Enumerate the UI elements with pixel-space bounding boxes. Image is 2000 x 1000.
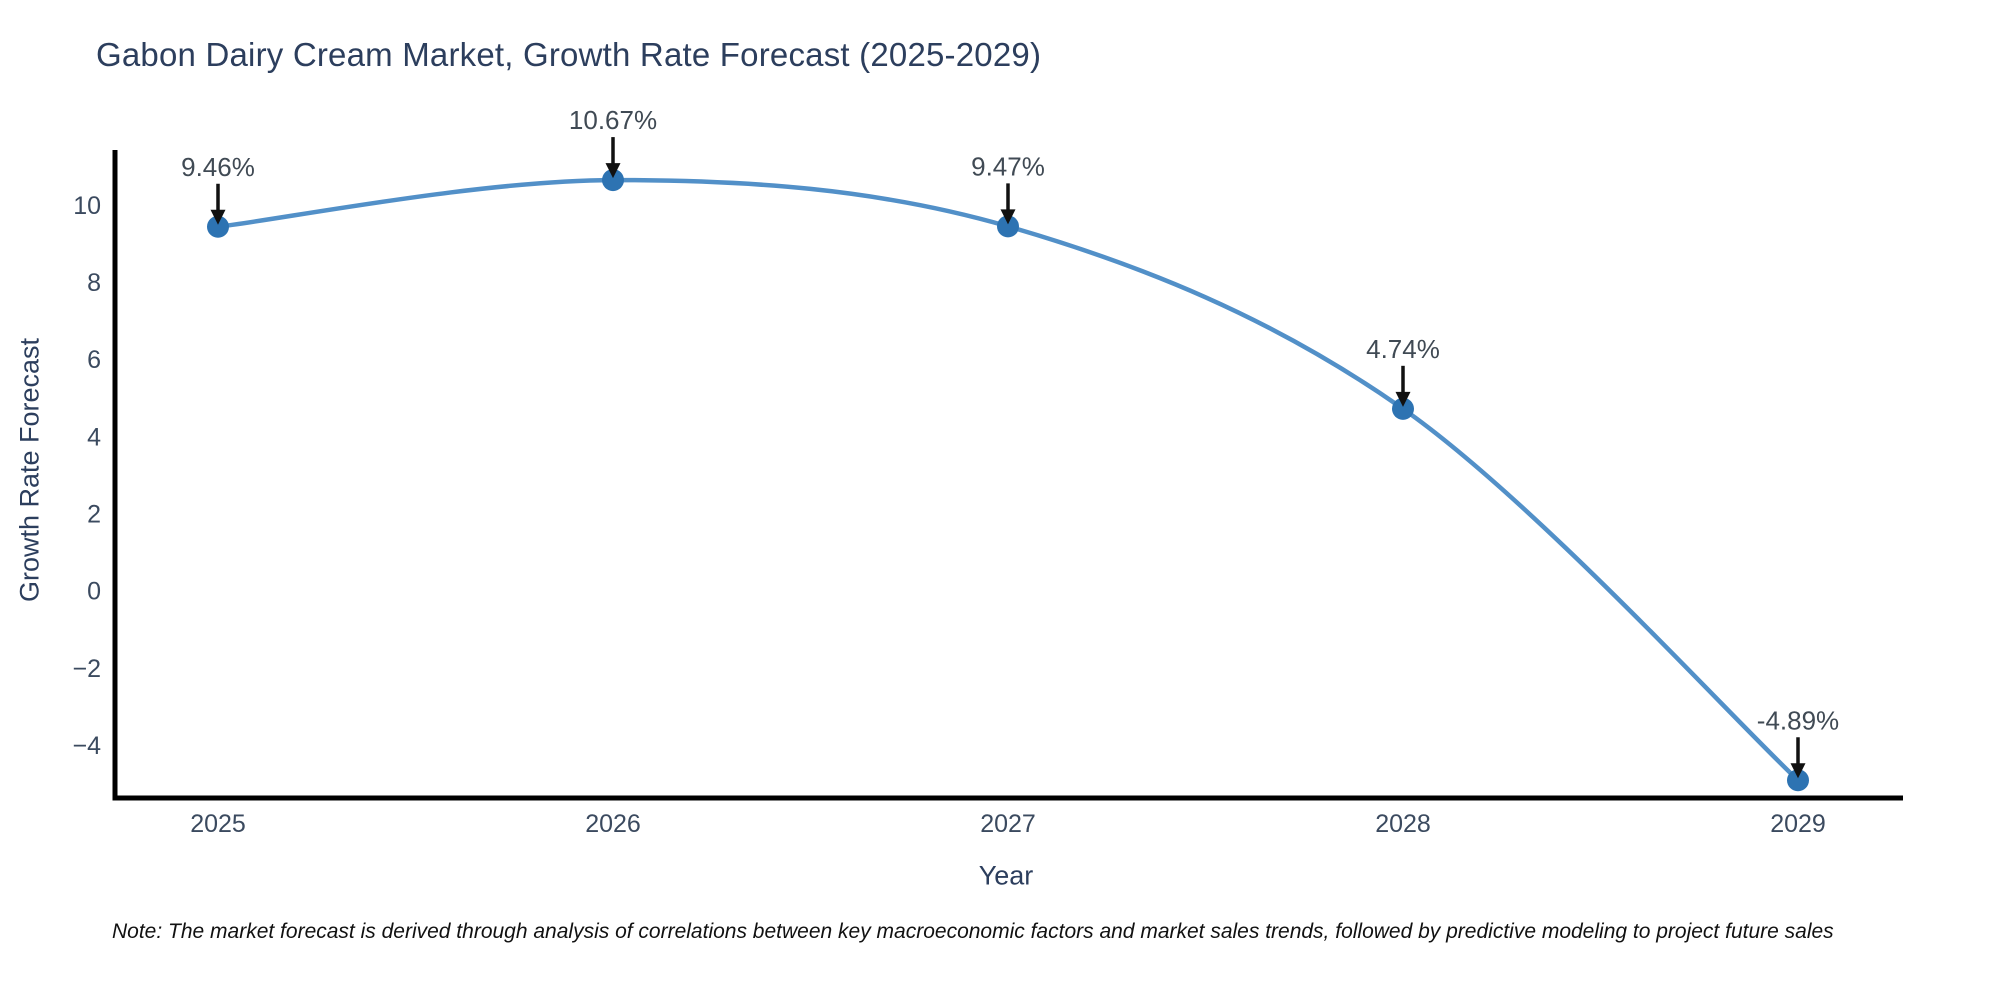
y-tick-label: 4 (87, 423, 101, 451)
annotation-label: 10.67% (569, 105, 657, 135)
annotation-arrowhead (210, 209, 226, 225)
series-group (207, 169, 1809, 792)
data-point-marker (997, 215, 1019, 238)
data-point-marker (602, 169, 624, 192)
y-tick-label: 8 (87, 269, 101, 297)
y-tick-label: 10 (73, 192, 101, 220)
chart-title: Gabon Dairy Cream Market, Growth Rate Fo… (96, 36, 1042, 73)
axes-group: 10 8 6 4 2 0 −2 −4 2025 2026 2027 2028 2029 (72, 150, 1903, 838)
y-tick-label: 6 (87, 346, 101, 374)
x-tick-label: 2027 (980, 810, 1036, 838)
x-axis-label: Year (978, 860, 1034, 891)
x-tick-label: 2026 (585, 810, 641, 838)
y-tick-label: −2 (72, 655, 101, 683)
annotation-label: -4.89% (1757, 705, 1839, 735)
y-tick-label: 0 (87, 578, 101, 606)
series-line (215, 177, 1801, 783)
x-tick-label: 2028 (1375, 810, 1431, 838)
data-point-marker (1787, 769, 1809, 792)
annotation-arrowhead (1395, 391, 1411, 407)
x-tick-label: 2029 (1770, 810, 1826, 838)
data-point-marker (1392, 397, 1414, 420)
annotation-arrowhead (1790, 763, 1806, 779)
x-tick-label: 2025 (190, 810, 246, 838)
annotation-arrowhead (1000, 209, 1016, 225)
annotation-label: 9.46% (181, 152, 255, 182)
annotation-arrowhead (605, 163, 621, 179)
footnote: Note: The market forecast is derived thr… (112, 920, 1834, 943)
y-tick-label: −4 (72, 732, 101, 760)
annotation-label: 4.74% (1366, 334, 1440, 364)
annotation-label: 9.47% (971, 151, 1045, 181)
data-point-marker (207, 215, 229, 238)
annotations-group: 9.46% 10.67% 9.47% 4.74% -4.89% (181, 105, 1839, 779)
y-tick-label: 2 (87, 501, 101, 529)
